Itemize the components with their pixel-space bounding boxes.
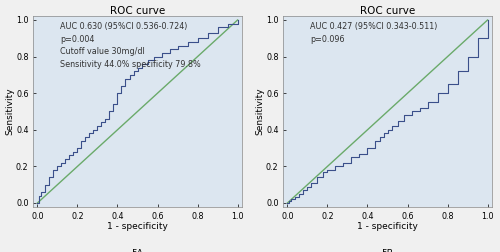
Y-axis label: Sensitivity: Sensitivity [6,88,15,135]
Text: 5A: 5A [132,248,143,252]
Title: ROC curve: ROC curve [110,6,165,16]
Text: AUC 0.630 (95%CI 0.536-0.724)
p=0.004
Cutoff value 30mg/dl
Sensitivity 44.0% spe: AUC 0.630 (95%CI 0.536-0.724) p=0.004 Cu… [60,22,201,69]
X-axis label: 1 - specificity: 1 - specificity [107,222,168,231]
Text: 5B: 5B [382,248,394,252]
Title: ROC curve: ROC curve [360,6,415,16]
Text: AUC 0.427 (95%CI 0.343-0.511)
p=0.096: AUC 0.427 (95%CI 0.343-0.511) p=0.096 [310,22,438,44]
X-axis label: 1 - specificity: 1 - specificity [357,222,418,231]
Y-axis label: Sensitivity: Sensitivity [256,88,264,135]
